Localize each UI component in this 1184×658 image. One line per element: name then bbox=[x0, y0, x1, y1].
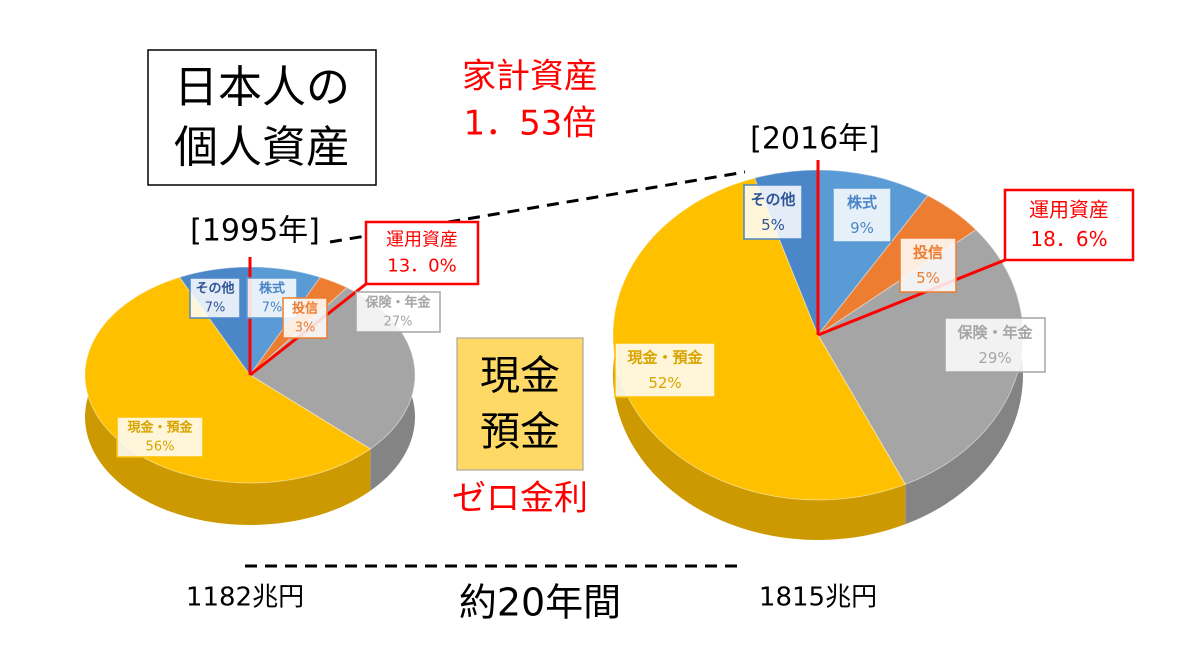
rate-note: ゼロ金利 bbox=[452, 479, 588, 519]
data-label-value: 52% bbox=[648, 374, 681, 392]
data-label-value: 7% bbox=[262, 301, 283, 316]
total-label: 1815兆円 bbox=[759, 583, 877, 613]
year-label: [2016年] bbox=[750, 122, 880, 157]
data-label-category: その他 bbox=[195, 281, 234, 297]
data-label-box bbox=[355, 291, 441, 333]
cash-note: 預金 bbox=[480, 409, 560, 455]
callout-value: 18．6% bbox=[1030, 227, 1107, 251]
data-label-value: 29% bbox=[978, 349, 1011, 367]
slice bbox=[817, 195, 977, 336]
data-label-category: 保険・年金 bbox=[956, 324, 1033, 342]
callout-line bbox=[817, 258, 1006, 337]
callout-box bbox=[364, 220, 480, 286]
data-label-box bbox=[899, 237, 957, 293]
title-line: 日本人の bbox=[174, 62, 350, 113]
data-label-category: 投信 bbox=[292, 301, 318, 317]
data-label-box bbox=[614, 342, 716, 398]
data-label-box bbox=[832, 187, 892, 243]
data-label-value: 3% bbox=[295, 321, 316, 336]
data-label-value: 5% bbox=[761, 216, 785, 234]
data-label-box bbox=[189, 277, 241, 319]
cash-box bbox=[456, 337, 584, 471]
total-label: 1182兆円 bbox=[186, 583, 304, 613]
data-label-value: 5% bbox=[916, 269, 940, 287]
data-label-category: 株式 bbox=[847, 194, 877, 212]
cash-note: 現金 bbox=[480, 353, 560, 399]
slice-side bbox=[613, 178, 906, 540]
data-label-box bbox=[743, 184, 803, 240]
callout-box bbox=[1003, 188, 1135, 262]
data-label-value: 9% bbox=[850, 219, 874, 237]
callout-label: 運用資産 bbox=[386, 230, 458, 251]
data-label-value: 7% bbox=[205, 301, 226, 316]
title-box bbox=[147, 49, 377, 186]
growth-label: 家計資産 bbox=[462, 57, 598, 97]
callout-label: 運用資産 bbox=[1029, 198, 1109, 222]
data-label-box bbox=[116, 416, 204, 458]
period: 約20年間 bbox=[459, 581, 621, 625]
data-label-category: 株式 bbox=[259, 281, 285, 297]
data-label-category: 現金・預金 bbox=[127, 420, 193, 436]
slice-side bbox=[84, 277, 371, 526]
data-label-category: その他 bbox=[750, 191, 795, 209]
data-label-box bbox=[944, 317, 1046, 373]
callout-value: 13．0% bbox=[387, 256, 456, 277]
title-line: 個人資産 bbox=[174, 122, 350, 173]
data-label-category: 保険・年金 bbox=[364, 295, 431, 311]
year-label: [1995年] bbox=[190, 214, 320, 249]
data-label-value: 27% bbox=[384, 315, 413, 330]
growth-value: 1．53倍 bbox=[464, 104, 597, 144]
data-label-box bbox=[282, 297, 328, 339]
data-label-category: 投信 bbox=[913, 244, 943, 262]
slice-side bbox=[905, 229, 1023, 525]
data-label-value: 56% bbox=[146, 440, 175, 455]
data-label-category: 現金・預金 bbox=[627, 349, 703, 367]
